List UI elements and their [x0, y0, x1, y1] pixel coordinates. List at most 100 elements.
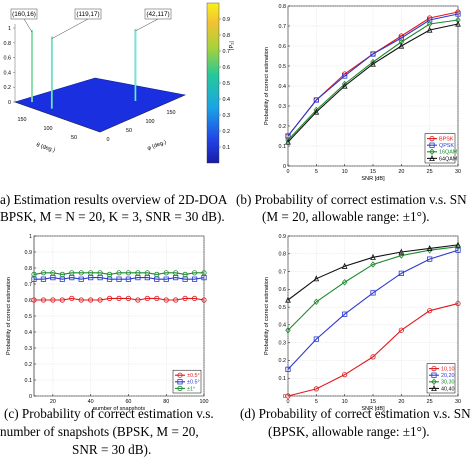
y-tick-label: 0.1: [279, 376, 287, 382]
series-line: [287, 246, 459, 331]
data-point: [97, 297, 103, 303]
caption-a: a) Estimation results overview of 2D-DOA…: [0, 192, 228, 224]
data-point: [40, 270, 47, 276]
data-point: [69, 295, 75, 301]
legend-label: BPSK: [439, 137, 454, 143]
data-point: [182, 295, 188, 301]
data-point: [429, 148, 435, 156]
y-tick-label: 0.7: [25, 282, 33, 288]
panel-a-surface-plot: 00.20.40.60.81 (160,16) (119,17) (42,117) …: [4, 2, 235, 164]
data-point: [88, 270, 94, 276]
caption-c-line2: number of snapshots (BPSK, M = 20,: [0, 424, 199, 439]
legend-label: ±1°: [187, 386, 195, 392]
z-tick-label: 1: [8, 26, 11, 32]
x-tick-label: 20: [398, 169, 404, 175]
data-point: [285, 138, 291, 145]
data-point: [154, 295, 160, 301]
data-point: [177, 372, 183, 378]
series-05-group: [31, 274, 207, 282]
data-point: [135, 297, 141, 303]
y-tick-label: 0.7: [279, 24, 287, 30]
data-point: [455, 247, 461, 253]
y-axis-label: Probability of correct estimation: [264, 277, 270, 355]
y-tick-label: 0.5: [25, 314, 33, 320]
data-point: [59, 271, 65, 277]
series-line: [287, 249, 459, 370]
phi-tick-label: 50: [126, 128, 132, 134]
data-point: [398, 270, 404, 276]
colorbar-tick-label: 0.6: [223, 65, 231, 71]
data-point: [342, 372, 348, 378]
data-point: [285, 136, 291, 144]
x-tick-label: 10: [342, 399, 348, 405]
y-tick-label: 0.4: [279, 84, 287, 90]
data-point: [398, 38, 405, 46]
data-point: [163, 297, 169, 303]
data-point: [154, 271, 160, 277]
theta-tick-label: 100: [44, 126, 53, 132]
legend-label: 30,30: [441, 380, 455, 386]
series-2020-group: [285, 247, 461, 372]
data-point: [40, 297, 47, 303]
data-point: [97, 274, 103, 281]
x-tick-label: 20: [398, 399, 404, 405]
data-point: [285, 393, 291, 399]
colorbar-tick-label: 0.4: [223, 97, 231, 103]
panel-a-phi-ticks: 0 50 100 150: [107, 110, 176, 143]
colorbar-tick-label: 0.7: [223, 49, 231, 55]
caption-d-line2: (BPSK, allowable range: ±1°).: [268, 424, 430, 439]
panel-a-surface: [14, 77, 187, 133]
panel-c-line-chart: 0 0.1 0.2 0.3 0.4 0.5 0.6 0.7 0.8 0.9 1 20 40 60 80 100…: [6, 234, 209, 412]
series-1010-group: [285, 300, 461, 399]
data-point: [78, 270, 84, 276]
peak-annotation-leader: [51, 18, 89, 39]
y-tick-label: 0.5: [279, 305, 287, 311]
peak-annotation-label: (119,17): [76, 11, 99, 18]
data-point: [50, 270, 56, 276]
colorbar-tick-label: 0.8: [223, 33, 231, 39]
x-tick-label: 25: [427, 399, 433, 405]
data-point: [341, 82, 348, 89]
data-point: [370, 261, 376, 268]
data-point: [173, 297, 179, 303]
data-point: [116, 270, 122, 276]
y-tick-label: 0.7: [279, 269, 287, 275]
data-point: [285, 296, 291, 303]
data-point: [182, 271, 188, 277]
data-point: [40, 276, 47, 282]
y-tick-label: 1: [29, 234, 32, 240]
x-tick-label: 15: [370, 399, 376, 405]
data-point: [144, 274, 150, 281]
theta-tick-label: 150: [18, 117, 27, 123]
data-point: [135, 274, 141, 281]
legend-label: 40,40: [441, 386, 455, 392]
series-1-group: [31, 270, 207, 277]
z-tick-label: 0.8: [4, 41, 12, 47]
x-tick-label: 60: [125, 399, 131, 405]
data-point: [173, 274, 179, 281]
y-tick-label: 0: [29, 394, 32, 400]
panel-a-z-ticks: 0 0.2 0.4 0.6 0.8 1: [4, 26, 15, 106]
x-tick-label: 30: [455, 399, 461, 405]
data-point: [78, 297, 84, 303]
data-point: [125, 270, 132, 276]
data-point: [135, 270, 141, 276]
data-point: [69, 274, 75, 281]
series-line: [33, 272, 204, 275]
data-point: [341, 279, 348, 286]
data-point: [370, 253, 376, 260]
data-point: [163, 276, 169, 282]
theta-tick-label: 50: [71, 135, 77, 141]
z-tick-label: 0.4: [4, 70, 12, 76]
data-point: [427, 17, 433, 23]
y-tick-label: 0: [283, 394, 286, 400]
panel-b-line-chart: 0 0.1 0.2 0.3 0.4 0.5 0.6 0.7 0.8 0 5 10 15 20 25 30 SNR…: [264, 4, 461, 182]
y-tick-label: 0.8: [25, 266, 33, 272]
data-point: [370, 51, 376, 57]
y-tick-label: 0.6: [279, 287, 287, 293]
series-QPSK-group: [285, 11, 461, 139]
panel-a-colorbar-ticks: 0.9 0.8 0.7 0.6 0.5 0.4 0.3 0.2 0.1: [219, 17, 230, 151]
data-point: [426, 245, 433, 252]
